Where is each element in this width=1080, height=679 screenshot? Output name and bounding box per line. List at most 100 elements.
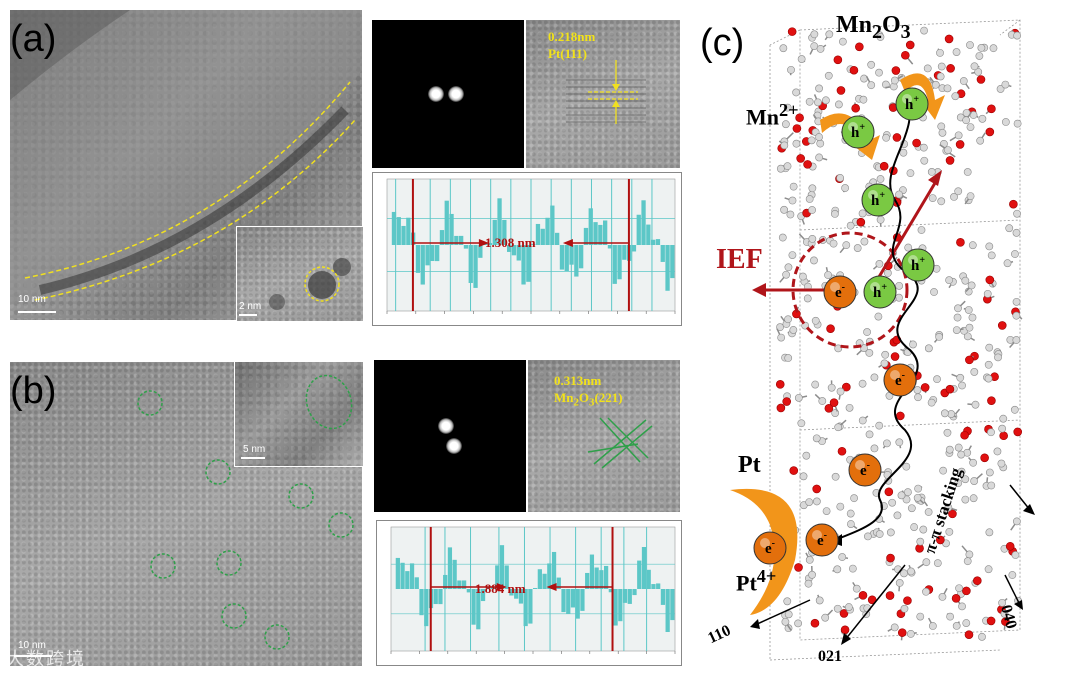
profile-bar [424, 589, 429, 627]
carbon-atom [870, 444, 879, 453]
carbon-atom [957, 450, 966, 459]
scale-bar-a [18, 311, 56, 313]
profile-bar [665, 245, 670, 291]
carbon-atom [944, 146, 952, 155]
axis-021-label: 021 [818, 648, 842, 665]
carbon-atom [938, 128, 947, 137]
carbon-atom [792, 139, 801, 148]
carbon-atom [893, 511, 902, 520]
oxygen-atom [985, 275, 995, 285]
profile-bar [551, 551, 557, 589]
carbon-atom [1012, 311, 1021, 320]
hole-sphere: h+ [841, 115, 875, 149]
particle-circle [137, 390, 163, 416]
oxygen-atom [980, 453, 989, 463]
oxygen-atom [810, 618, 820, 628]
oxygen-atom [965, 355, 974, 365]
carbon-atom [784, 263, 793, 272]
oxygen-atom [936, 535, 945, 545]
carbon-atom [867, 60, 876, 69]
profile-bar [531, 243, 536, 245]
carbon-atom [824, 71, 833, 80]
carbon-atom [816, 139, 825, 148]
profile-bar [604, 565, 609, 589]
profile-bar [559, 245, 565, 270]
profile-bar [660, 245, 665, 262]
carbon-atom [805, 498, 814, 506]
particle-circle [216, 550, 242, 576]
carbon-atom [865, 430, 874, 439]
particle-circle [150, 553, 176, 579]
carbon-atom [880, 359, 889, 368]
carbon-atom [838, 553, 847, 561]
tem-overlay-b [14, 390, 354, 657]
oxygen-atom [851, 103, 860, 113]
charge-path [834, 94, 919, 541]
hrtem-plane-b: Mn2O3(221) [554, 390, 623, 409]
profile-bar [599, 570, 604, 589]
svg-text:e-: e- [895, 370, 905, 389]
carbon-atom [805, 97, 814, 106]
carbon-atom [919, 525, 928, 534]
profile-bar [569, 245, 574, 265]
profile-bar [401, 225, 406, 245]
carbon-atom [906, 169, 915, 178]
carbon-atom [975, 52, 984, 60]
carbon-atom [985, 343, 994, 352]
mn2o3-label: Mn2O3 [836, 12, 911, 43]
profile-bar [665, 589, 670, 632]
electron-sphere: e- [823, 275, 857, 309]
carbon-atom [936, 72, 945, 81]
carbon-atom [914, 484, 923, 493]
carbon-atom [969, 458, 978, 467]
profile-bar [480, 589, 486, 602]
carbon-atom [977, 44, 986, 52]
oxygen-atom [964, 630, 974, 639]
carbon-atom [789, 182, 798, 191]
profile-bar [622, 245, 627, 260]
carbon-atom [846, 509, 855, 518]
carbon-atom [987, 251, 996, 260]
carbon-atom [876, 33, 885, 41]
oxygen-atom [986, 616, 996, 626]
carbon-atom [808, 206, 816, 214]
hole-sphere: h+ [901, 248, 935, 282]
profile-bar [594, 567, 599, 589]
profile-bar [447, 547, 453, 589]
carbon-atom [881, 350, 890, 359]
carbon-atom [976, 136, 985, 145]
carbon-atom [808, 184, 817, 193]
dashed-boundary-inner [34, 119, 356, 301]
carbon-atom [937, 122, 946, 131]
hrtem-spacing-b: 0.313nm [554, 373, 602, 388]
carbon-atom [786, 210, 795, 219]
profile-bar [497, 198, 502, 245]
carbon-atom [834, 423, 843, 432]
carbon-atom [946, 612, 955, 621]
carbon-atom [902, 462, 911, 471]
profile-bar [533, 587, 538, 589]
profile-distance-a: 1.308 nm [485, 235, 536, 250]
carbon-atom [844, 603, 853, 611]
oxygen-atom [833, 55, 843, 65]
carbon-atom [938, 593, 947, 601]
profile-bar [444, 200, 449, 245]
profile-bar [435, 245, 440, 262]
profile-bar [550, 205, 555, 245]
profile-bar [636, 214, 641, 245]
profile-bar [507, 245, 512, 252]
carbon-atom [833, 604, 842, 613]
profile-bar [528, 589, 533, 624]
carbon-atom [865, 348, 874, 357]
profile-bar [502, 219, 507, 245]
profile-bar [405, 571, 410, 589]
carbon-atom [924, 344, 933, 353]
watermark: 大数跨境 [6, 649, 86, 670]
profile-bar [468, 245, 473, 283]
carbon-atom [822, 507, 831, 515]
profile-bar [575, 589, 580, 619]
carbon-atom [985, 528, 994, 537]
carbon-atom [924, 508, 933, 516]
profile-bar [438, 589, 443, 605]
electron-sphere: e- [805, 523, 839, 557]
